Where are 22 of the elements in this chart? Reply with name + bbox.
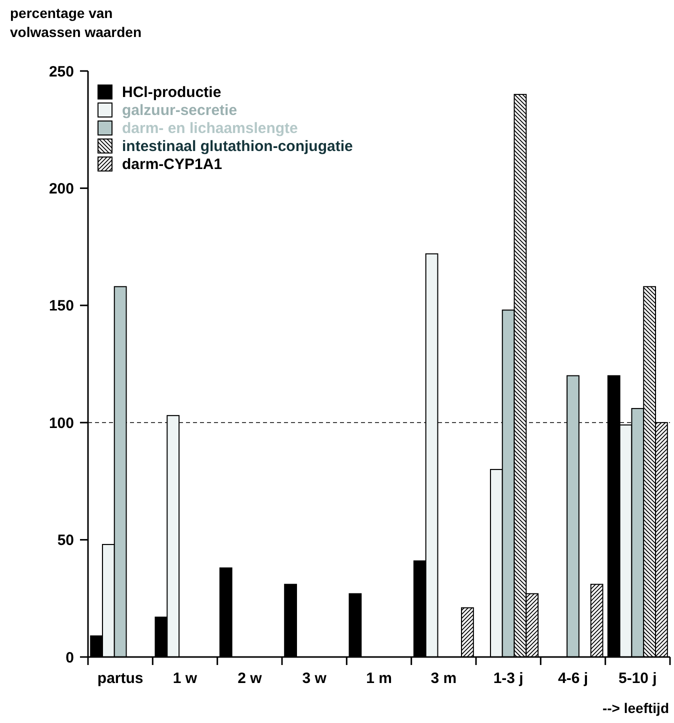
x-tick-label: 1 w (172, 670, 198, 687)
y-tick-label: 50 (57, 532, 74, 550)
x-tick-label: partus (97, 670, 144, 687)
x-tick-label: 1 m (366, 670, 392, 687)
y-tick-label: 0 (66, 649, 74, 666)
x-axis-title: --> leeftijd (602, 700, 669, 716)
y-tick-label: 200 (48, 180, 74, 198)
x-tick-label: 3 w (302, 670, 327, 687)
y-axis-title: percentage van volwassen waarden (10, 5, 142, 40)
y-tick-label: 250 (48, 63, 74, 80)
legend-label: darm- en lichaamslengte (122, 120, 298, 137)
x-tick-label: 4-6 j (558, 670, 588, 687)
y-tick-label: 150 (48, 298, 74, 315)
x-tick-label: 5-10 j (618, 670, 657, 687)
legend-label: galzuur-secretie (122, 102, 238, 119)
legend-label: darm-CYP1A1 (122, 156, 222, 173)
x-tick-label: 3 m (430, 670, 457, 687)
x-tick-label: 2 w (238, 670, 262, 687)
legend-label: HCl-productie (122, 84, 222, 101)
x-tick-label: 1-3 j (493, 670, 524, 687)
legend-label: intestinaal glutathion-conjugatie (122, 138, 353, 155)
y-tick-label: 100 (48, 414, 74, 432)
